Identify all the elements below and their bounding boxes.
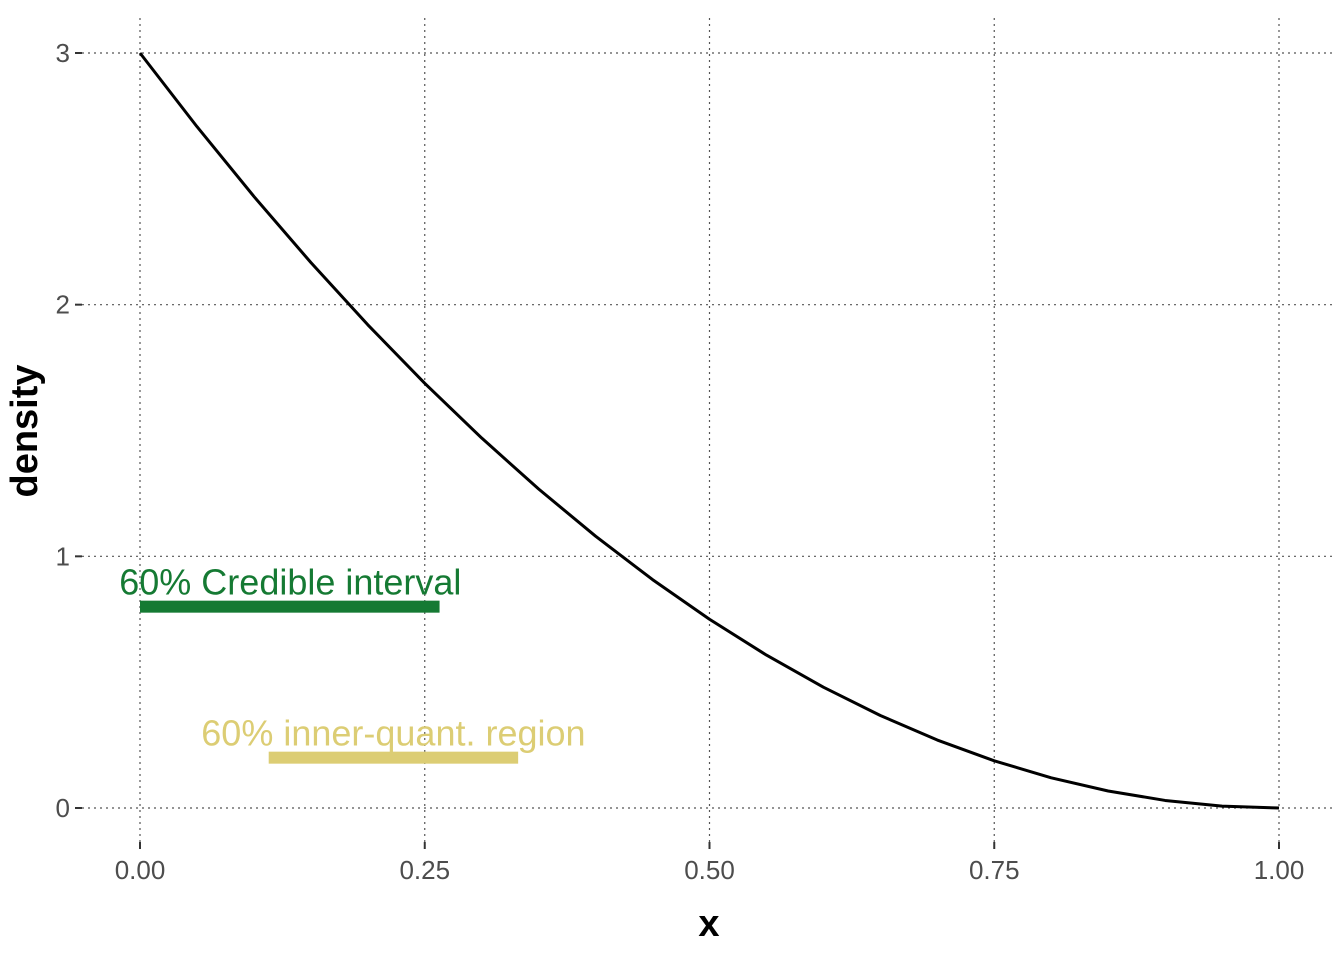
x-tick-label: 0.50	[684, 855, 735, 885]
y-axis-title: density	[4, 364, 46, 497]
y-tick-label: 3	[56, 38, 70, 68]
inner-quantile-label: 60% inner-quant. region	[201, 713, 585, 754]
y-tick-label: 1	[56, 541, 70, 571]
credible-interval-bar	[140, 600, 440, 613]
x-tick-label: 0.75	[969, 855, 1020, 885]
x-tick-label: 0.25	[399, 855, 450, 885]
x-axis-title: x	[698, 903, 719, 945]
credible-interval-label: 60% Credible interval	[119, 562, 461, 603]
interval-annotations: 60% Credible interval 60% inner-quant. re…	[119, 562, 586, 764]
density-curve	[138, 52, 1280, 810]
y-tick-label: 2	[56, 290, 70, 320]
density-curve-layer	[138, 52, 1280, 810]
axis-ticks: 0.00 0.25 0.50 0.75 1.00 0 1 2 3	[56, 38, 1305, 885]
y-tick-label: 0	[56, 793, 70, 823]
x-tick-label: 1.00	[1254, 855, 1305, 885]
grid-lines	[82, 18, 1336, 842]
x-tick-label: 0.00	[115, 855, 166, 885]
inner-quantile-bar	[268, 751, 519, 764]
